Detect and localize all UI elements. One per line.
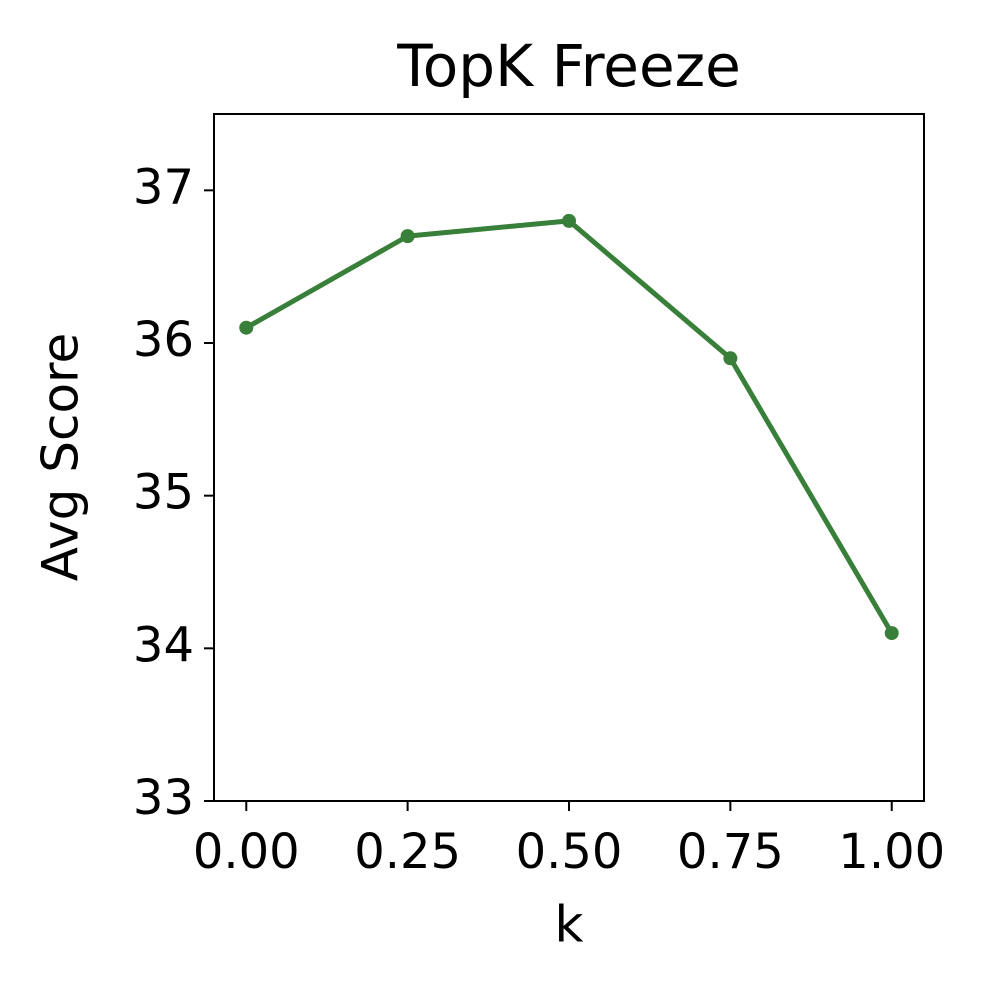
y-tick-label: 36: [133, 312, 194, 368]
x-tick-label: 0.25: [354, 824, 461, 880]
data-point: [884, 626, 899, 641]
y-tick-label: 34: [133, 617, 194, 673]
data-point: [723, 351, 738, 366]
y-tick-label: 35: [133, 465, 194, 521]
y-tick-label: 37: [133, 159, 194, 215]
chart-title: TopK Freeze: [396, 32, 741, 100]
x-axis-label: k: [555, 896, 584, 954]
y-tick-label: 33: [133, 770, 194, 826]
data-point: [562, 213, 576, 228]
x-tick-label: 1.00: [838, 824, 945, 880]
data-line: [245, 218, 894, 635]
x-tick-label: 0.75: [677, 824, 784, 880]
data-point: [239, 320, 254, 335]
y-axis-label: Avg Score: [32, 333, 90, 582]
x-tick-label: 0.00: [193, 824, 300, 880]
x-tick-label: 0.50: [516, 824, 623, 880]
data-point: [400, 229, 415, 244]
